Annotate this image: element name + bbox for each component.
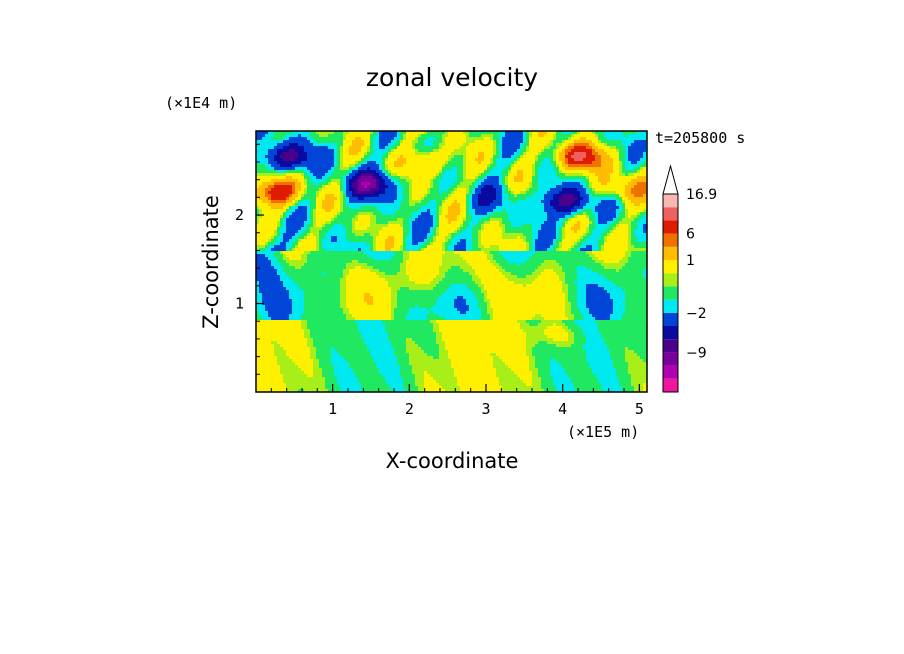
colorbar-band	[663, 312, 678, 326]
colorbar-label: 1	[686, 253, 695, 269]
axes: 1 2 3 4 5 1 2	[235, 143, 644, 418]
colorbar: −9 −2 1 6 16.9	[662, 164, 717, 393]
colorbar-label: 6	[686, 227, 695, 243]
colorbar-label: 16.9	[686, 187, 717, 203]
x-tick-label: 1	[328, 400, 337, 418]
colorbar-band	[663, 220, 678, 234]
colorbar-band	[663, 286, 678, 300]
colorbar-band	[663, 339, 678, 353]
x-tick-label: 4	[558, 400, 567, 418]
colorbar-band	[663, 194, 678, 208]
contour-field	[256, 131, 648, 393]
chart-title: zonal velocity	[366, 63, 538, 92]
colorbar-band	[663, 273, 678, 287]
y-tick-label: 1	[235, 295, 244, 313]
y-unit-label: (×1E4 m)	[165, 94, 237, 112]
x-axis-label: X-coordinate	[386, 449, 519, 473]
colorbar-band	[663, 378, 678, 392]
colorbar-band	[663, 233, 678, 247]
colorbar-band	[663, 365, 678, 379]
x-unit-label: (×1E5 m)	[567, 423, 639, 441]
colorbar-band	[663, 246, 678, 260]
colorbar-band	[663, 352, 678, 366]
x-tick-label: 3	[481, 400, 490, 418]
colorbar-overflow-arrow	[662, 164, 679, 195]
colorbar-label: −2	[686, 306, 707, 322]
x-tick-label: 5	[635, 400, 644, 418]
colorbar-band	[663, 260, 678, 274]
colorbar-band	[663, 207, 678, 221]
y-axis-label: Z-coordinate	[199, 195, 223, 329]
time-label: t=205800 s	[655, 129, 745, 147]
colorbar-band	[663, 299, 678, 313]
x-tick-label: 2	[405, 400, 414, 418]
colorbar-label: −9	[686, 345, 707, 361]
colorbar-band	[663, 326, 678, 340]
plot-frame	[255, 130, 648, 393]
y-tick-label: 2	[235, 206, 244, 224]
